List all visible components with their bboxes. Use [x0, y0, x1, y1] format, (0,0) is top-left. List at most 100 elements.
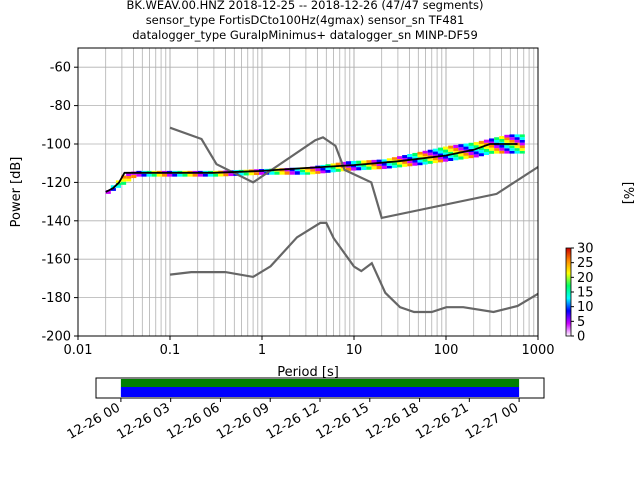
heatmap-cell [443, 149, 449, 153]
heatmap-cell [172, 173, 178, 177]
heatmap-cell [110, 188, 116, 191]
colorbar-tick-label: 25 [577, 256, 594, 271]
heatmap-cell [351, 167, 357, 171]
heatmap-cell [345, 167, 352, 171]
x-tick-label: 100 [434, 343, 459, 358]
heatmap-cell [468, 145, 474, 149]
heatmap-cell [146, 173, 152, 177]
heatmap-cell [386, 165, 392, 169]
heatmap-cell [402, 160, 408, 164]
heatmap-cell [427, 160, 433, 164]
heatmap-cell [514, 137, 520, 140]
heatmap-cell [499, 144, 505, 148]
colorbar-tick-label: 30 [577, 242, 594, 257]
heatmap-cell [412, 156, 418, 160]
heatmap-cell [463, 146, 469, 150]
heatmap-cell [371, 159, 377, 164]
heatmap-cell [376, 166, 382, 170]
heatmap-cell [407, 160, 413, 164]
coverage-tick-label: 12-26 12 [264, 400, 322, 442]
heatmap-cell [504, 145, 510, 149]
heatmap-cell [253, 172, 260, 176]
heatmap-cell [131, 174, 137, 179]
y-tick-label: -180 [41, 291, 71, 306]
heatmap-cell [519, 137, 525, 140]
heatmap-cell [397, 156, 403, 159]
colorbar-tick-label: 10 [577, 300, 594, 315]
heatmap-cell [514, 134, 520, 138]
heatmap-cell [437, 156, 444, 160]
y-tick-label: -160 [41, 253, 71, 268]
heatmap-cell [366, 166, 372, 170]
colorbar-tick-label: 0 [577, 330, 585, 345]
heatmap-cell [121, 175, 127, 179]
heatmap-cell [391, 162, 398, 166]
heatmap-cell [376, 159, 382, 163]
coverage-bar-blue [120, 387, 520, 397]
heatmap-cell [381, 159, 387, 163]
heatmap-cell [325, 164, 331, 168]
heatmap-cell [412, 159, 418, 163]
heatmap-cell [356, 167, 362, 171]
heatmap-cell [494, 150, 500, 154]
heatmap-cell [136, 173, 142, 177]
heatmap-cell [371, 166, 377, 170]
heatmap-cell [177, 173, 183, 177]
heatmap-cell [187, 173, 193, 177]
coverage-bar-green [120, 379, 520, 387]
heatmap-cell [310, 171, 316, 175]
colorbar-gradient [565, 247, 572, 337]
heatmap-cell [427, 158, 433, 161]
heatmap-cell [192, 173, 198, 177]
heatmap-cell [427, 149, 433, 153]
heatmap-cell [509, 134, 515, 138]
heatmap-cell [458, 147, 464, 151]
heatmap-cell [509, 150, 515, 154]
heatmap-cell [499, 147, 505, 151]
heatmap-cell [115, 180, 122, 183]
heatmap-cell [121, 181, 127, 185]
heatmap-cell [402, 155, 408, 159]
heatmap-cell [315, 168, 321, 172]
heatmap-cell [121, 178, 127, 182]
heatmap-cell [494, 137, 500, 140]
heatmap-cell [448, 145, 454, 149]
heatmap-cell [519, 142, 525, 146]
noise-model-low [169, 221, 539, 314]
heatmap-cell [463, 155, 469, 159]
heatmap-cell [269, 171, 275, 175]
heatmap-cell [499, 150, 505, 154]
heatmap-cell [432, 157, 438, 161]
heatmap-cell [443, 155, 449, 159]
heatmap-cell [115, 185, 122, 188]
heatmap-cell [161, 173, 168, 177]
heatmap-cell [509, 148, 515, 151]
heatmap-cell [238, 172, 244, 176]
heatmap-cell [417, 162, 423, 166]
heatmap-cell [223, 173, 229, 177]
heatmap-cell [437, 147, 444, 151]
x-tick-label: 10 [346, 343, 363, 358]
heatmap-cell [443, 146, 449, 150]
colorbar-tick-label: 20 [577, 271, 594, 286]
heatmap-cell [156, 173, 162, 177]
chart-title-line1: BK.WEAV.00.HNZ 2018-12-25 -- 2018-12-26 … [126, 0, 484, 12]
heatmap-cell [504, 150, 510, 154]
heatmap-cell [514, 150, 520, 154]
heatmap-cell [315, 171, 321, 174]
heatmap-cell [437, 159, 444, 163]
heatmap-cell [335, 168, 341, 172]
heatmap-cell [386, 163, 392, 166]
heatmap-cell [478, 153, 484, 157]
heatmap-cell [228, 173, 234, 177]
heatmap-cell [458, 156, 464, 160]
heatmap-cell [330, 163, 336, 167]
heatmap-cell [356, 160, 362, 164]
heatmap-cell [126, 173, 132, 177]
heatmap-cell [453, 147, 459, 152]
heatmap-cell [412, 162, 418, 166]
heatmap-cell [202, 173, 208, 177]
mode-curve [105, 143, 518, 193]
heatmap-cell [417, 159, 423, 163]
